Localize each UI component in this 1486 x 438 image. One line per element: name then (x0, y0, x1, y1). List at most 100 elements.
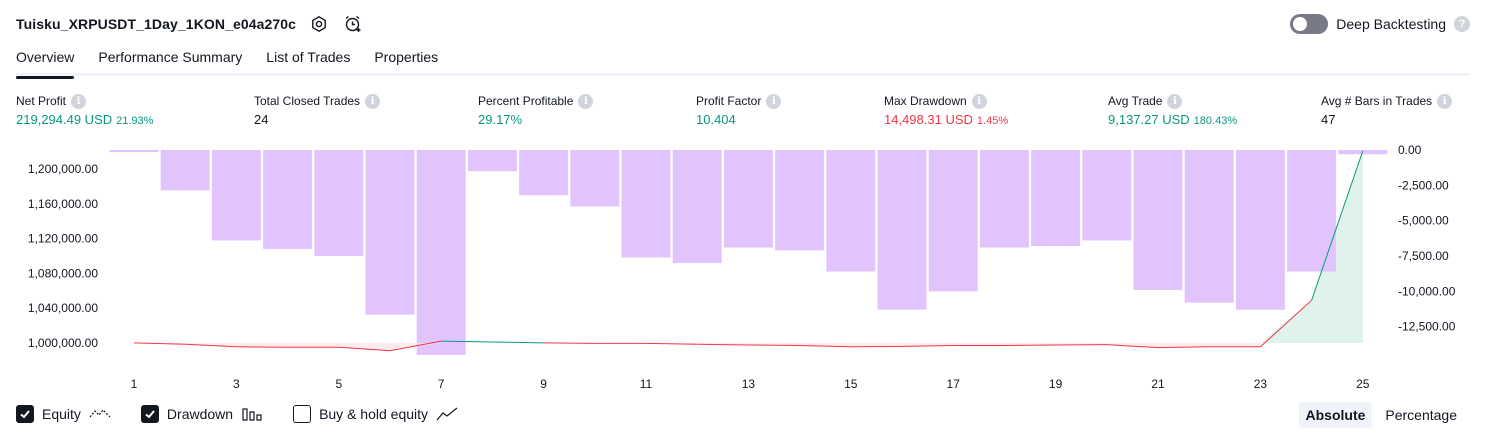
deep-backtesting-toggle[interactable] (1290, 14, 1329, 34)
drawdown-bars-icon (241, 406, 263, 422)
drawdown-bar (570, 150, 620, 207)
drawdown-checkbox[interactable] (140, 405, 159, 423)
x-axis-tick-label: 3 (233, 377, 240, 391)
info-icon[interactable]: i (766, 93, 782, 109)
right-axis-tick-label: -12,500.00 (1398, 320, 1456, 334)
drawdown-bar (365, 150, 415, 315)
settings-gear-icon[interactable] (308, 13, 330, 35)
deep-backtesting-control: Deep Backtesting ? (1290, 12, 1470, 36)
stat-label: Avg # Bars in Trades (1321, 94, 1433, 108)
drawdown-bar (928, 150, 978, 292)
x-axis-tick-label: 23 (1254, 377, 1268, 391)
legend-label: Buy & hold equity (319, 406, 429, 422)
buy-hold-line-icon (436, 406, 458, 422)
stat-avg-bars-in-trades: Avg # Bars in Trades i 47 (1321, 92, 1453, 127)
equity-line-segment (492, 341, 544, 344)
drawdown-bar (314, 150, 364, 256)
alarm-clock-plus-icon[interactable] (342, 13, 364, 35)
drawdown-bar (467, 150, 517, 172)
stat-max-drawdown: Max Drawdown i 14,498.31 USD 1.45% (884, 92, 1008, 127)
x-axis-tick-label: 21 (1151, 377, 1165, 391)
tab-list-of-trades[interactable]: List of Trades (266, 49, 351, 65)
info-icon[interactable]: i (1167, 93, 1183, 109)
strategy-header: Tuisku_XRPUSDT_1Day_1KON_e04a270c (16, 12, 364, 36)
info-icon[interactable]: i (365, 93, 381, 109)
info-icon[interactable]: i (71, 93, 87, 109)
stat-label: Max Drawdown (884, 94, 967, 108)
strategy-title: Tuisku_XRPUSDT_1Day_1KON_e04a270c (16, 16, 297, 32)
drawdown-bar (826, 150, 876, 272)
absolute-button[interactable]: Absolute (1298, 402, 1373, 428)
stat-label: Percent Profitable (478, 94, 574, 108)
left-axis-tick-label: 1,040,000.00 (28, 301, 98, 315)
tab-performance-summary[interactable]: Performance Summary (98, 49, 243, 65)
x-axis-tick-label: 15 (844, 377, 858, 391)
stat-percent: 21.93% (116, 115, 154, 127)
info-icon[interactable]: i (971, 93, 987, 109)
stats-row: Net Profit i 219,294.49 USD 21.93% Total C… (16, 92, 1470, 132)
equity-line-segment (645, 342, 698, 345)
x-axis-tick-label: 7 (438, 377, 445, 391)
stat-net-profit: Net Profit i 219,294.49 USD 21.93% (16, 92, 153, 127)
drawdown-bar (672, 150, 722, 264)
right-axis-tick-label: -5,000.00 (1398, 214, 1449, 228)
drawdown-bar (109, 150, 159, 153)
left-axis-tick-label: 1,080,000.00 (28, 266, 98, 280)
drawdown-bar (1031, 150, 1081, 247)
equity-line-segment (133, 342, 186, 345)
legend-buy-hold[interactable]: Buy & hold equity (293, 405, 458, 423)
x-axis-tick-label: 9 (540, 377, 547, 391)
right-axis-tick-label: 0.00 (1398, 143, 1422, 157)
equity-line-segment (799, 344, 851, 348)
equity-line-icon (89, 406, 111, 422)
equity-line-segment (338, 346, 391, 352)
equity-line-segment (697, 343, 749, 346)
tab-overview[interactable]: Overview (16, 44, 75, 79)
help-icon[interactable]: ? (1454, 16, 1470, 32)
stat-percent-profitable: Percent Profitable i 29.17% (478, 92, 594, 127)
buy-hold-checkbox[interactable] (293, 405, 312, 423)
equity-line-segment (441, 340, 493, 343)
drawdown-bar (775, 150, 825, 251)
info-icon[interactable]: i (1437, 93, 1453, 109)
drawdown-bar (416, 150, 466, 355)
stat-value: 10.404 (696, 112, 736, 127)
legend-drawdown[interactable]: Drawdown (140, 405, 263, 423)
drawdown-bar (1082, 150, 1132, 241)
stat-total-closed-trades: Total Closed Trades i 24 (254, 92, 381, 127)
tab-properties[interactable]: Properties (374, 49, 439, 65)
drawdown-bar (1184, 150, 1234, 303)
drawdown-bar (160, 150, 210, 191)
drawdown-bar (621, 150, 671, 258)
equity-line-segment (1311, 150, 1364, 301)
equity-checkbox[interactable] (16, 405, 34, 423)
stat-percent: 1.45% (976, 115, 1009, 127)
equity-area (1260, 150, 1363, 343)
stat-value: 9,137.27 USD (1108, 112, 1190, 127)
stat-label: Profit Factor (696, 94, 762, 108)
percentage-button[interactable]: Percentage (1385, 407, 1457, 423)
chart-svg: 1,200,000.00 1,160,000.00 1,120,000.00 1,08… (28, 143, 1456, 391)
stat-label: Net Profit (16, 94, 67, 108)
x-axis-tick-label: 19 (1049, 377, 1063, 391)
stat-label: Total Closed Trades (254, 94, 361, 108)
equity-drawdown-chart[interactable]: 1,200,000.00 1,160,000.00 1,120,000.00 1,08… (0, 140, 1486, 395)
stat-percent: 180.43% (1193, 115, 1238, 127)
x-axis-tick-label: 5 (335, 377, 342, 391)
equity-line-segment (185, 343, 237, 348)
left-axis-tick-label: 1,120,000.00 (28, 232, 98, 246)
x-axis-tick-label: 11 (640, 377, 653, 391)
scale-mode-switch: Absolute Percentage (1298, 401, 1465, 429)
equity-line-segment (1260, 299, 1312, 348)
stat-profit-factor: Profit Factor i 10.404 (696, 92, 782, 127)
stat-value: 219,294.49 USD (16, 112, 113, 127)
legend-equity[interactable]: Equity (16, 405, 111, 423)
stat-value: 47 (1321, 112, 1336, 127)
drawdown-bar (1133, 150, 1183, 290)
right-axis-tick-label: -7,500.00 (1398, 249, 1449, 263)
stat-value: 14,498.31 USD (884, 112, 973, 127)
drawdown-bar (263, 150, 313, 249)
drawdown-bar (519, 150, 569, 196)
info-icon[interactable]: i (578, 93, 594, 109)
equity-line-segment (901, 344, 954, 347)
